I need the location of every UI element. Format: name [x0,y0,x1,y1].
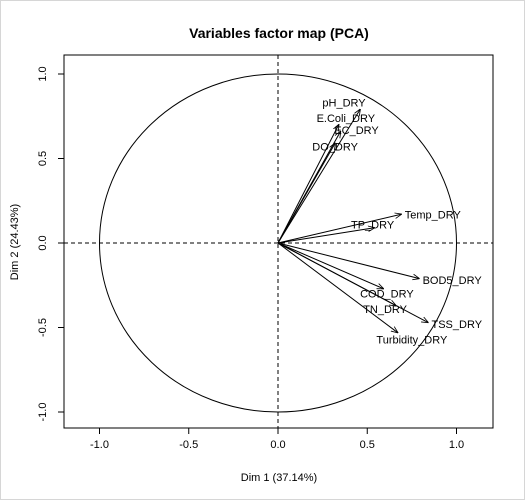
x-tick-label: -1.0 [90,439,109,451]
y-tick-label: -1.0 [37,403,49,422]
arrow-turbidity-dry [277,242,398,333]
label-tp-dry: TP_DRY [351,219,395,231]
arrow-e-coli-dry [277,125,339,244]
label-tn-dry: TN_DRY [363,304,407,316]
label-turbidity-dry: Turbidity_DRY [376,334,448,346]
label-bod5-dry: BOD5_DRY [423,275,483,287]
arrow-cod-dry [277,242,383,289]
x-tick-label: 1.0 [449,439,464,451]
arrow-temp-dry [277,214,401,244]
x-tick-label: -0.5 [179,439,198,451]
x-axis-label: Dim 1 (37.14%) [241,472,317,484]
x-tick-label: 0.5 [360,439,375,451]
axis-ticks: -1.0 -0.5 0.0 0.5 1.0 -1.0 -0.5 0.0 0.5 1.0 [37,66,464,451]
y-tick-label: 1.0 [37,66,49,81]
label-do-dry: DO_DRY [312,142,358,154]
label-ph-dry: pH_DRY [322,98,366,110]
y-tick-label: 0.0 [37,235,49,250]
arrow-tss-dry [277,242,428,322]
x-tick-label: 0.0 [270,439,285,451]
chart-title: Variables factor map (PCA) [189,25,369,41]
label-tss-dry: TSS_DRY [432,319,483,331]
y-axis-label: Dim 2 (24.43%) [9,204,21,280]
label-temp-dry: Temp_DRY [405,209,462,221]
label-ec-dry: EC_DRY [334,125,379,137]
arrow-bod5-dry [277,242,419,278]
arrow-ph-dry [277,109,360,244]
arrow-do-dry [277,143,335,244]
arrow-tp-dry [277,228,374,244]
y-tick-label: 0.5 [37,151,49,166]
y-tick-label: -0.5 [37,318,49,337]
label-cod-dry: COD_DRY [360,289,414,301]
label-e-coli-dry: E.Coli_DRY [317,113,376,125]
